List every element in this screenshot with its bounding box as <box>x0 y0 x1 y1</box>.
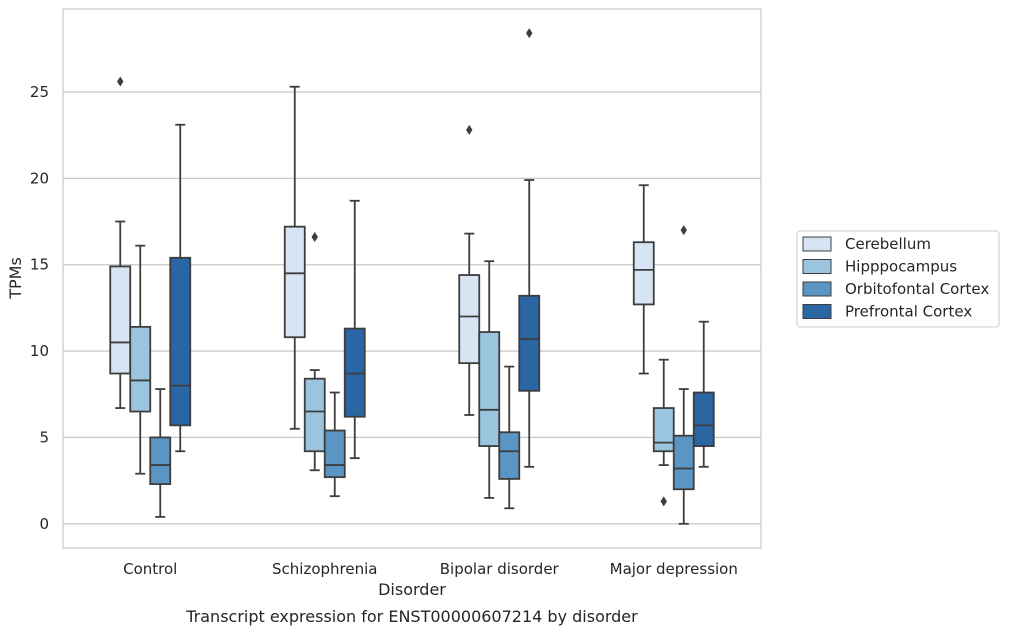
box-body <box>149 436 172 485</box>
legend-swatch <box>802 259 832 274</box>
x-tick-label: Bipolar disorder <box>440 560 560 578</box>
boxes <box>109 28 715 525</box>
outlier-point <box>311 232 318 243</box>
box-hipppocampus <box>129 244 152 475</box>
box-hipppocampus <box>478 260 501 499</box>
box-body <box>518 294 541 392</box>
y-tick-labels: 0 5 10 15 20 25 <box>30 83 49 533</box>
y-tick-label: 25 <box>30 83 49 101</box>
box-prefrontal-cortex <box>692 320 715 468</box>
outlier-point <box>526 28 533 39</box>
plot-frame <box>62 8 762 549</box>
chart-caption: Transcript expression for ENST0000060721… <box>185 607 638 626</box>
box-cerebellum <box>283 85 306 430</box>
box-cerebellum <box>458 124 481 416</box>
legend-label: Orbitofontal Cortex <box>845 280 989 298</box>
box-orbitofontal-cortex <box>149 388 172 518</box>
y-tick-label: 20 <box>30 169 49 187</box>
x-tick-label: Schizophrenia <box>272 560 377 578</box>
box-prefrontal-cortex <box>518 28 541 468</box>
box-body <box>323 429 346 479</box>
box-cerebellum <box>632 184 655 375</box>
legend: Cerebellum Hipppocampus Orbitofontal Corte… <box>796 230 1000 328</box>
outlier-point <box>117 76 124 87</box>
y-tick-label: 15 <box>30 256 49 274</box>
legend-label: Prefrontal Cortex <box>845 303 972 321</box>
box-body <box>652 407 675 453</box>
legend-swatch <box>802 281 832 297</box>
outlier-point <box>660 496 667 507</box>
outlier-point <box>466 124 473 135</box>
y-tick-label: 5 <box>39 428 49 446</box>
box-body <box>632 241 655 306</box>
y-tick-label: 0 <box>39 515 49 533</box>
legend-label: Hipppocampus <box>845 258 957 276</box>
x-tick-labels: Control Schizophrenia Bipolar disorder Majo… <box>123 560 738 578</box>
legend-swatch <box>802 304 832 319</box>
box-prefrontal-cortex <box>343 199 366 460</box>
y-axis-label: TPMs <box>6 257 25 300</box>
box-body <box>498 431 521 480</box>
box-body <box>169 256 192 427</box>
x-tick-label: Major depression <box>610 560 738 578</box>
box-body <box>129 325 152 413</box>
box-body <box>692 391 715 447</box>
box-hipppocampus <box>652 358 675 507</box>
box-orbitofontal-cortex <box>323 391 346 498</box>
x-axis-label: Disorder <box>378 580 446 599</box>
box-body <box>283 225 306 339</box>
box-body <box>109 265 132 375</box>
legend-label: Cerebellum <box>845 235 931 253</box>
box-orbitofontal-cortex <box>672 225 695 525</box>
box-body <box>303 377 326 453</box>
legend-frame <box>796 230 1000 328</box>
box-body <box>672 434 695 491</box>
box-prefrontal-cortex <box>169 123 192 453</box>
box-cerebellum <box>109 76 132 409</box>
box-orbitofontal-cortex <box>498 365 521 510</box>
box-body <box>478 331 501 447</box>
x-tick-label: Control <box>123 560 177 578</box>
box-hipppocampus <box>303 232 326 472</box>
y-tick-label: 10 <box>30 342 49 360</box>
outlier-point <box>680 225 687 236</box>
legend-swatch <box>802 236 832 252</box>
box-body <box>458 274 481 365</box>
